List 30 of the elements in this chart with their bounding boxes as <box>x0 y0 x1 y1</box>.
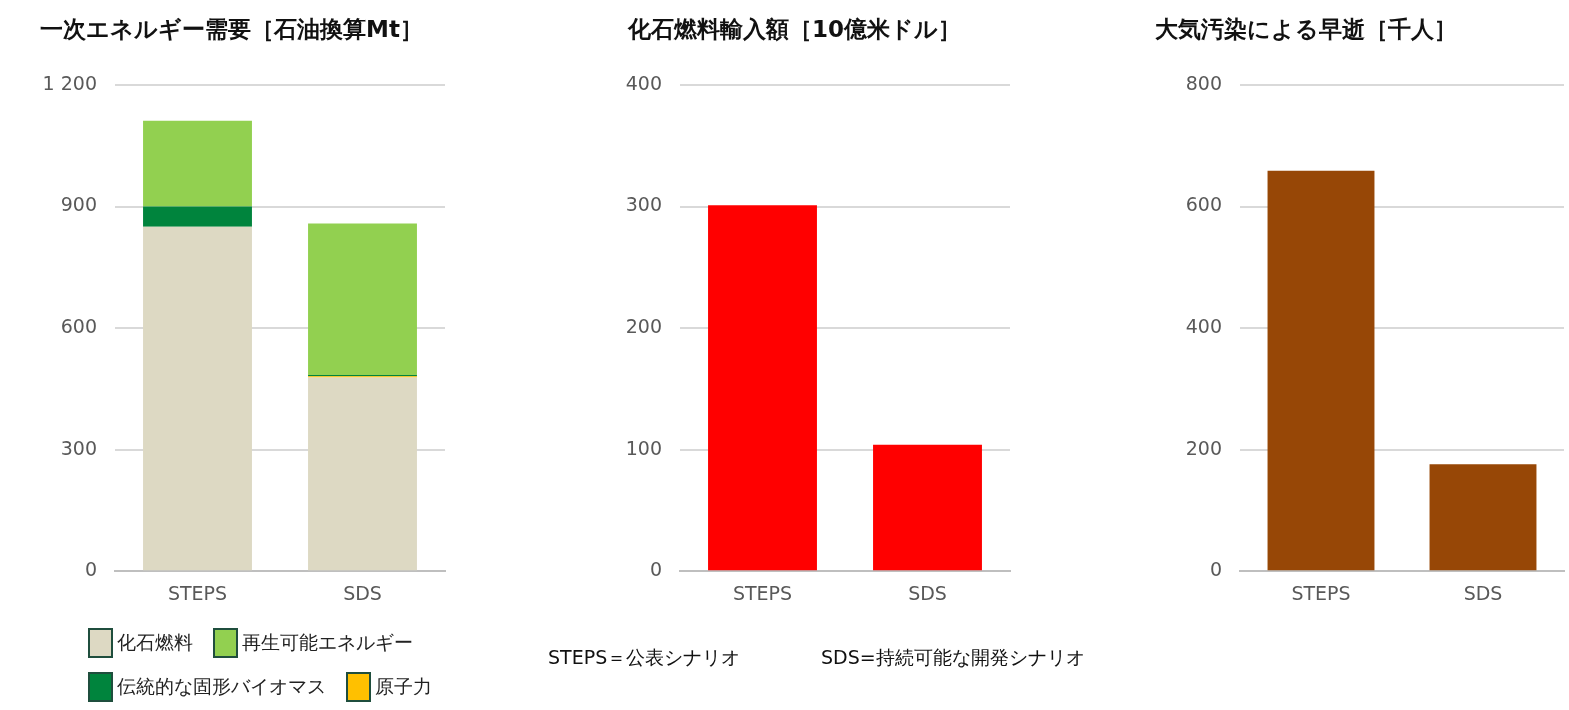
y-tick-label: 0 <box>649 558 662 581</box>
chart-title: 化石燃料輸入額［10億米ドル］ <box>628 15 962 44</box>
y-tick-label: 1 200 <box>42 71 97 94</box>
x-tick-label: STEPS <box>732 581 793 604</box>
x-tick-label: SDS <box>908 581 947 604</box>
y-tick-label: 800 <box>1185 71 1222 94</box>
chart-title: 大気汚染による早逝［千人］ <box>1155 15 1457 44</box>
legend-label: 再生可能エネルギー <box>242 630 413 655</box>
y-tick-label: 300 <box>625 193 662 216</box>
legend-label: 伝統的な固形バイオマス <box>117 674 326 699</box>
legend-label: 原子力 <box>375 674 432 699</box>
x-tick-label: SDS <box>1463 581 1503 604</box>
y-tick-label: 600 <box>1185 193 1222 216</box>
text: SDS=持続可能な開発シナリオ <box>821 645 1085 670</box>
y-tick-label: 100 <box>625 436 662 459</box>
y-tick-label: 900 <box>60 193 97 216</box>
chart-title: 一次エネルギー需要［石油換算Mt］ <box>40 15 423 44</box>
x-tick-label: STEPS <box>167 581 228 604</box>
y-tick-label: 400 <box>625 71 662 94</box>
y-tick-label: 200 <box>1185 436 1222 459</box>
x-tick-label: SDS <box>343 581 382 604</box>
y-tick-label: 600 <box>60 315 97 338</box>
y-tick-label: 300 <box>60 436 97 459</box>
legend-label: 化石燃料 <box>117 630 193 655</box>
text: STEPS＝公表シナリオ <box>548 645 741 670</box>
x-tick-label: STEPS <box>1291 581 1351 604</box>
y-tick-label: 0 <box>1209 558 1222 581</box>
y-tick-label: 200 <box>625 315 662 338</box>
y-tick-label: 400 <box>1185 315 1222 338</box>
y-tick-label: 0 <box>84 558 97 581</box>
